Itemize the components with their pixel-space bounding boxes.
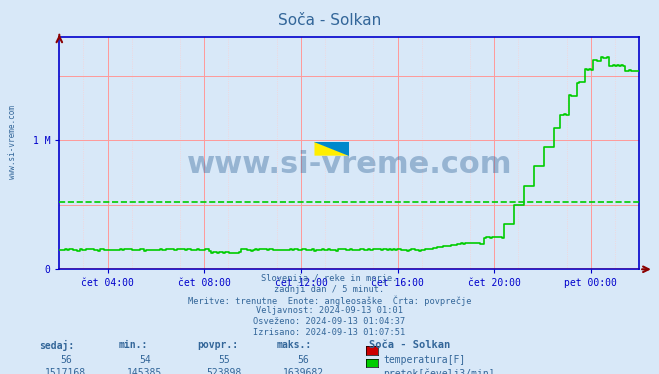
- Polygon shape: [314, 142, 349, 156]
- Text: 145385: 145385: [127, 368, 163, 374]
- Text: www.si-vreme.com: www.si-vreme.com: [186, 150, 512, 180]
- Text: 55: 55: [218, 355, 230, 365]
- Text: 523898: 523898: [206, 368, 242, 374]
- Text: Veljavnost: 2024-09-13 01:01: Veljavnost: 2024-09-13 01:01: [256, 306, 403, 315]
- Text: 56: 56: [60, 355, 72, 365]
- Text: Soča - Solkan: Soča - Solkan: [369, 340, 450, 350]
- Text: 1517168: 1517168: [45, 368, 86, 374]
- Text: 56: 56: [297, 355, 309, 365]
- Text: zadnji dan / 5 minut.: zadnji dan / 5 minut.: [274, 285, 385, 294]
- Text: Meritve: trenutne  Enote: angleosaške  Črta: povprečje: Meritve: trenutne Enote: angleosaške Črt…: [188, 295, 471, 306]
- Text: 1639682: 1639682: [283, 368, 324, 374]
- Text: Soča - Solkan: Soča - Solkan: [278, 13, 381, 28]
- Text: Osveženo: 2024-09-13 01:04:37: Osveženo: 2024-09-13 01:04:37: [253, 317, 406, 326]
- Text: min.:: min.:: [119, 340, 148, 350]
- Text: Slovenija / reke in morje.: Slovenija / reke in morje.: [261, 274, 398, 283]
- Text: 54: 54: [139, 355, 151, 365]
- Polygon shape: [314, 142, 349, 156]
- Text: Izrisano: 2024-09-13 01:07:51: Izrisano: 2024-09-13 01:07:51: [253, 328, 406, 337]
- Text: pretok[čevelj3/min]: pretok[čevelj3/min]: [384, 368, 495, 374]
- Text: temperatura[F]: temperatura[F]: [384, 355, 466, 365]
- Text: maks.:: maks.:: [277, 340, 312, 350]
- Text: www.si-vreme.com: www.si-vreme.com: [8, 105, 17, 179]
- Text: povpr.:: povpr.:: [198, 340, 239, 350]
- Text: sedaj:: sedaj:: [40, 340, 74, 351]
